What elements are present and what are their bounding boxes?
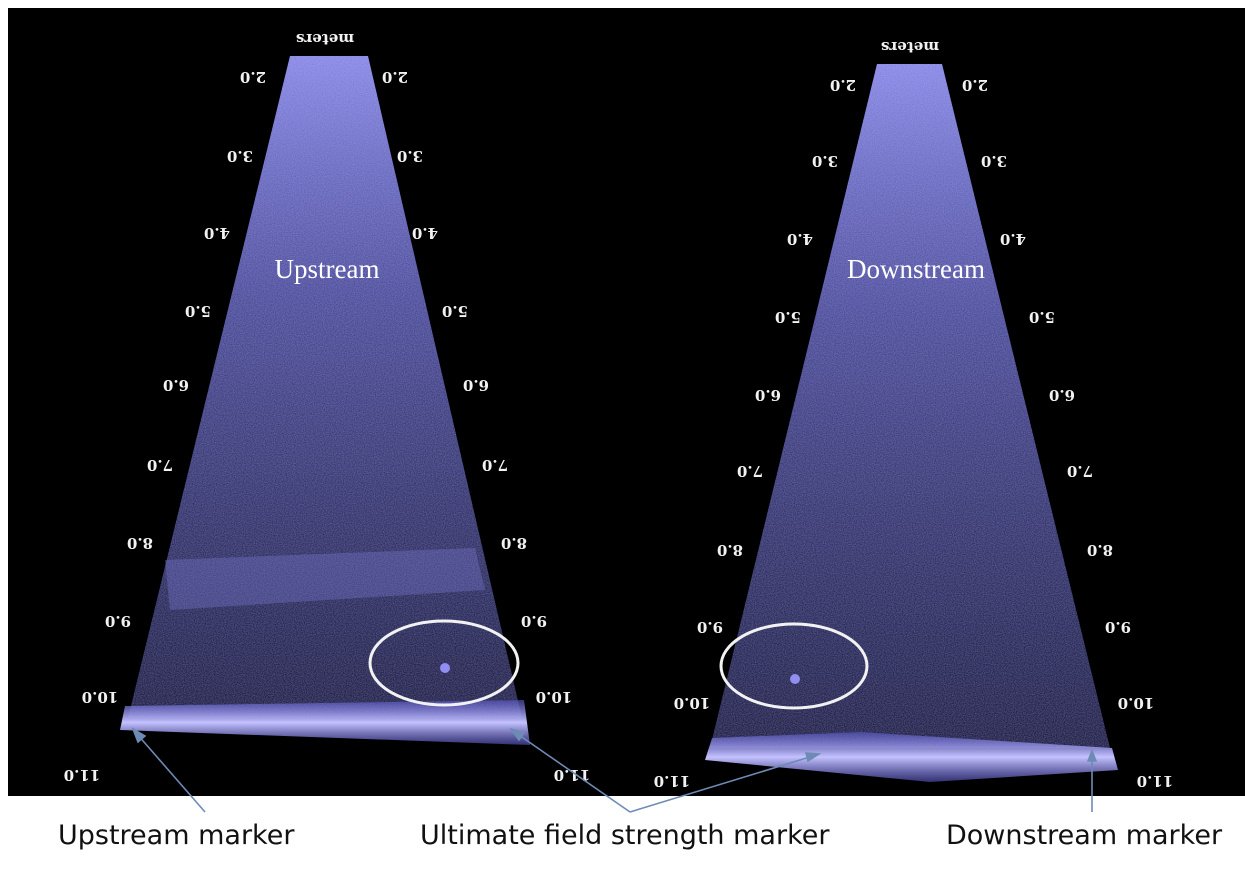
- upstream-marker-arrow: [136, 733, 206, 813]
- upstream-range-scale: meters 2.0 2.0 3.0 3.0 4.0 4.0 5.0 5.0 6…: [64, 30, 591, 784]
- downstream-tick-left: 3.0: [812, 152, 838, 170]
- downstream-beam-speckle: [710, 64, 1110, 748]
- upstream-range-unit: meters: [296, 30, 354, 48]
- downstream-tick-right: 3.0: [981, 152, 1007, 170]
- upstream-tick-left: 8.0: [127, 534, 153, 552]
- downstream-tick-right: 4.0: [1000, 230, 1026, 248]
- upstream-marker-caption: Upstream marker: [58, 820, 295, 851]
- downstream-tick-left: 11.0: [654, 772, 691, 790]
- upstream-tick-left: 10.0: [82, 688, 119, 706]
- downstream-tick-right: 6.0: [1049, 386, 1075, 404]
- ultimate-marker-arrowhead-right: [804, 752, 822, 763]
- ultimate-marker-arrowhead-left: [508, 727, 526, 742]
- downstream-tick-right: 8.0: [1087, 541, 1113, 559]
- upstream-tick-left: 6.0: [163, 376, 189, 394]
- downstream-tick-right: 7.0: [1067, 462, 1093, 480]
- downstream-marker-arrowhead: [1086, 748, 1098, 762]
- ultimate-marker-arrow-right: [629, 755, 814, 813]
- ultimate-field-strength-marker-caption: Ultimate field strength marker: [420, 820, 830, 851]
- downstream-tick-left: 8.0: [717, 541, 743, 559]
- upstream-tick-right: 5.0: [442, 302, 468, 320]
- downstream-tick-left: 4.0: [787, 230, 813, 248]
- downstream-tick-right: 11.0: [1137, 772, 1174, 790]
- upstream-panel-title: Upstream: [275, 254, 380, 284]
- upstream-tick-left: 2.0: [240, 68, 266, 86]
- downstream-tick-right: 9.0: [1105, 618, 1131, 636]
- upstream-tick-left: 9.0: [105, 612, 131, 630]
- upstream-tick-right: 11.0: [554, 766, 591, 784]
- upstream-seabed-echo: [120, 700, 530, 745]
- callout-arrows: [131, 727, 1098, 813]
- upstream-tick-right: 9.0: [521, 612, 547, 630]
- downstream-tick-left: 9.0: [697, 618, 723, 636]
- upstream-tick-right: 4.0: [412, 224, 438, 242]
- upstream-tick-left: 3.0: [227, 147, 253, 165]
- upstream-sonar-panel: Upstream meters 2.0 2.0 3.0 3.0 4.0 4.0 …: [64, 30, 591, 784]
- downstream-tick-right: 2.0: [962, 76, 988, 94]
- upstream-tick-right: 6.0: [463, 376, 489, 394]
- downstream-seabed-echo: [705, 732, 1118, 782]
- downstream-range-scale: meters 2.0 2.0 3.0 3.0 4.0 4.0 5.0 5.0 6…: [654, 38, 1174, 790]
- upstream-marker-arrowhead: [131, 727, 147, 744]
- downstream-tick-left: 10.0: [674, 694, 711, 712]
- upstream-interference-band: [165, 548, 485, 610]
- upstream-tick-left: 5.0: [185, 302, 211, 320]
- upstream-tick-right: 3.0: [397, 147, 423, 165]
- downstream-marker-caption: Downstream marker: [946, 820, 1223, 851]
- upstream-tick-right: 7.0: [482, 456, 508, 474]
- downstream-range-unit: meters: [881, 38, 939, 56]
- upstream-tick-right: 8.0: [501, 534, 527, 552]
- downstream-field-strength-ring: [719, 622, 869, 710]
- downstream-panel-title: Downstream: [847, 254, 985, 284]
- upstream-field-strength-ring: [368, 619, 520, 707]
- upstream-target-echo: [440, 663, 450, 673]
- downstream-target-echo: [790, 674, 800, 684]
- downstream-tick-right: 5.0: [1029, 308, 1055, 326]
- downstream-tick-left: 6.0: [755, 386, 781, 404]
- downstream-tick-left: 7.0: [737, 462, 763, 480]
- downstream-sonar-panel: Downstream meters 2.0 2.0 3.0 3.0 4.0 4.…: [654, 38, 1174, 790]
- downstream-tick-right: 10.0: [1118, 694, 1155, 712]
- downstream-tick-left: 5.0: [775, 308, 801, 326]
- ultimate-marker-arrow-left: [515, 732, 631, 813]
- downstream-tick-left: 2.0: [830, 76, 856, 94]
- upstream-tick-left: 7.0: [147, 456, 173, 474]
- upstream-tick-right: 2.0: [382, 68, 408, 86]
- upstream-tick-left: 11.0: [64, 766, 101, 784]
- upstream-tick-right: 10.0: [536, 688, 573, 706]
- upstream-tick-left: 4.0: [204, 224, 230, 242]
- upstream-beam-speckle: [128, 56, 522, 718]
